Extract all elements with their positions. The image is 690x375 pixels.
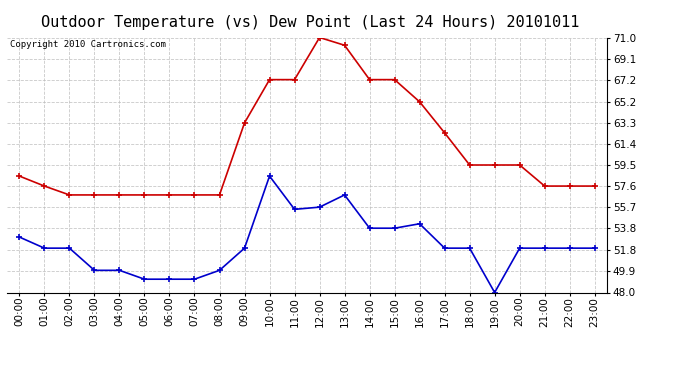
Text: Copyright 2010 Cartronics.com: Copyright 2010 Cartronics.com (10, 40, 166, 49)
Text: Outdoor Temperature (vs) Dew Point (Last 24 Hours) 20101011: Outdoor Temperature (vs) Dew Point (Last… (41, 15, 580, 30)
